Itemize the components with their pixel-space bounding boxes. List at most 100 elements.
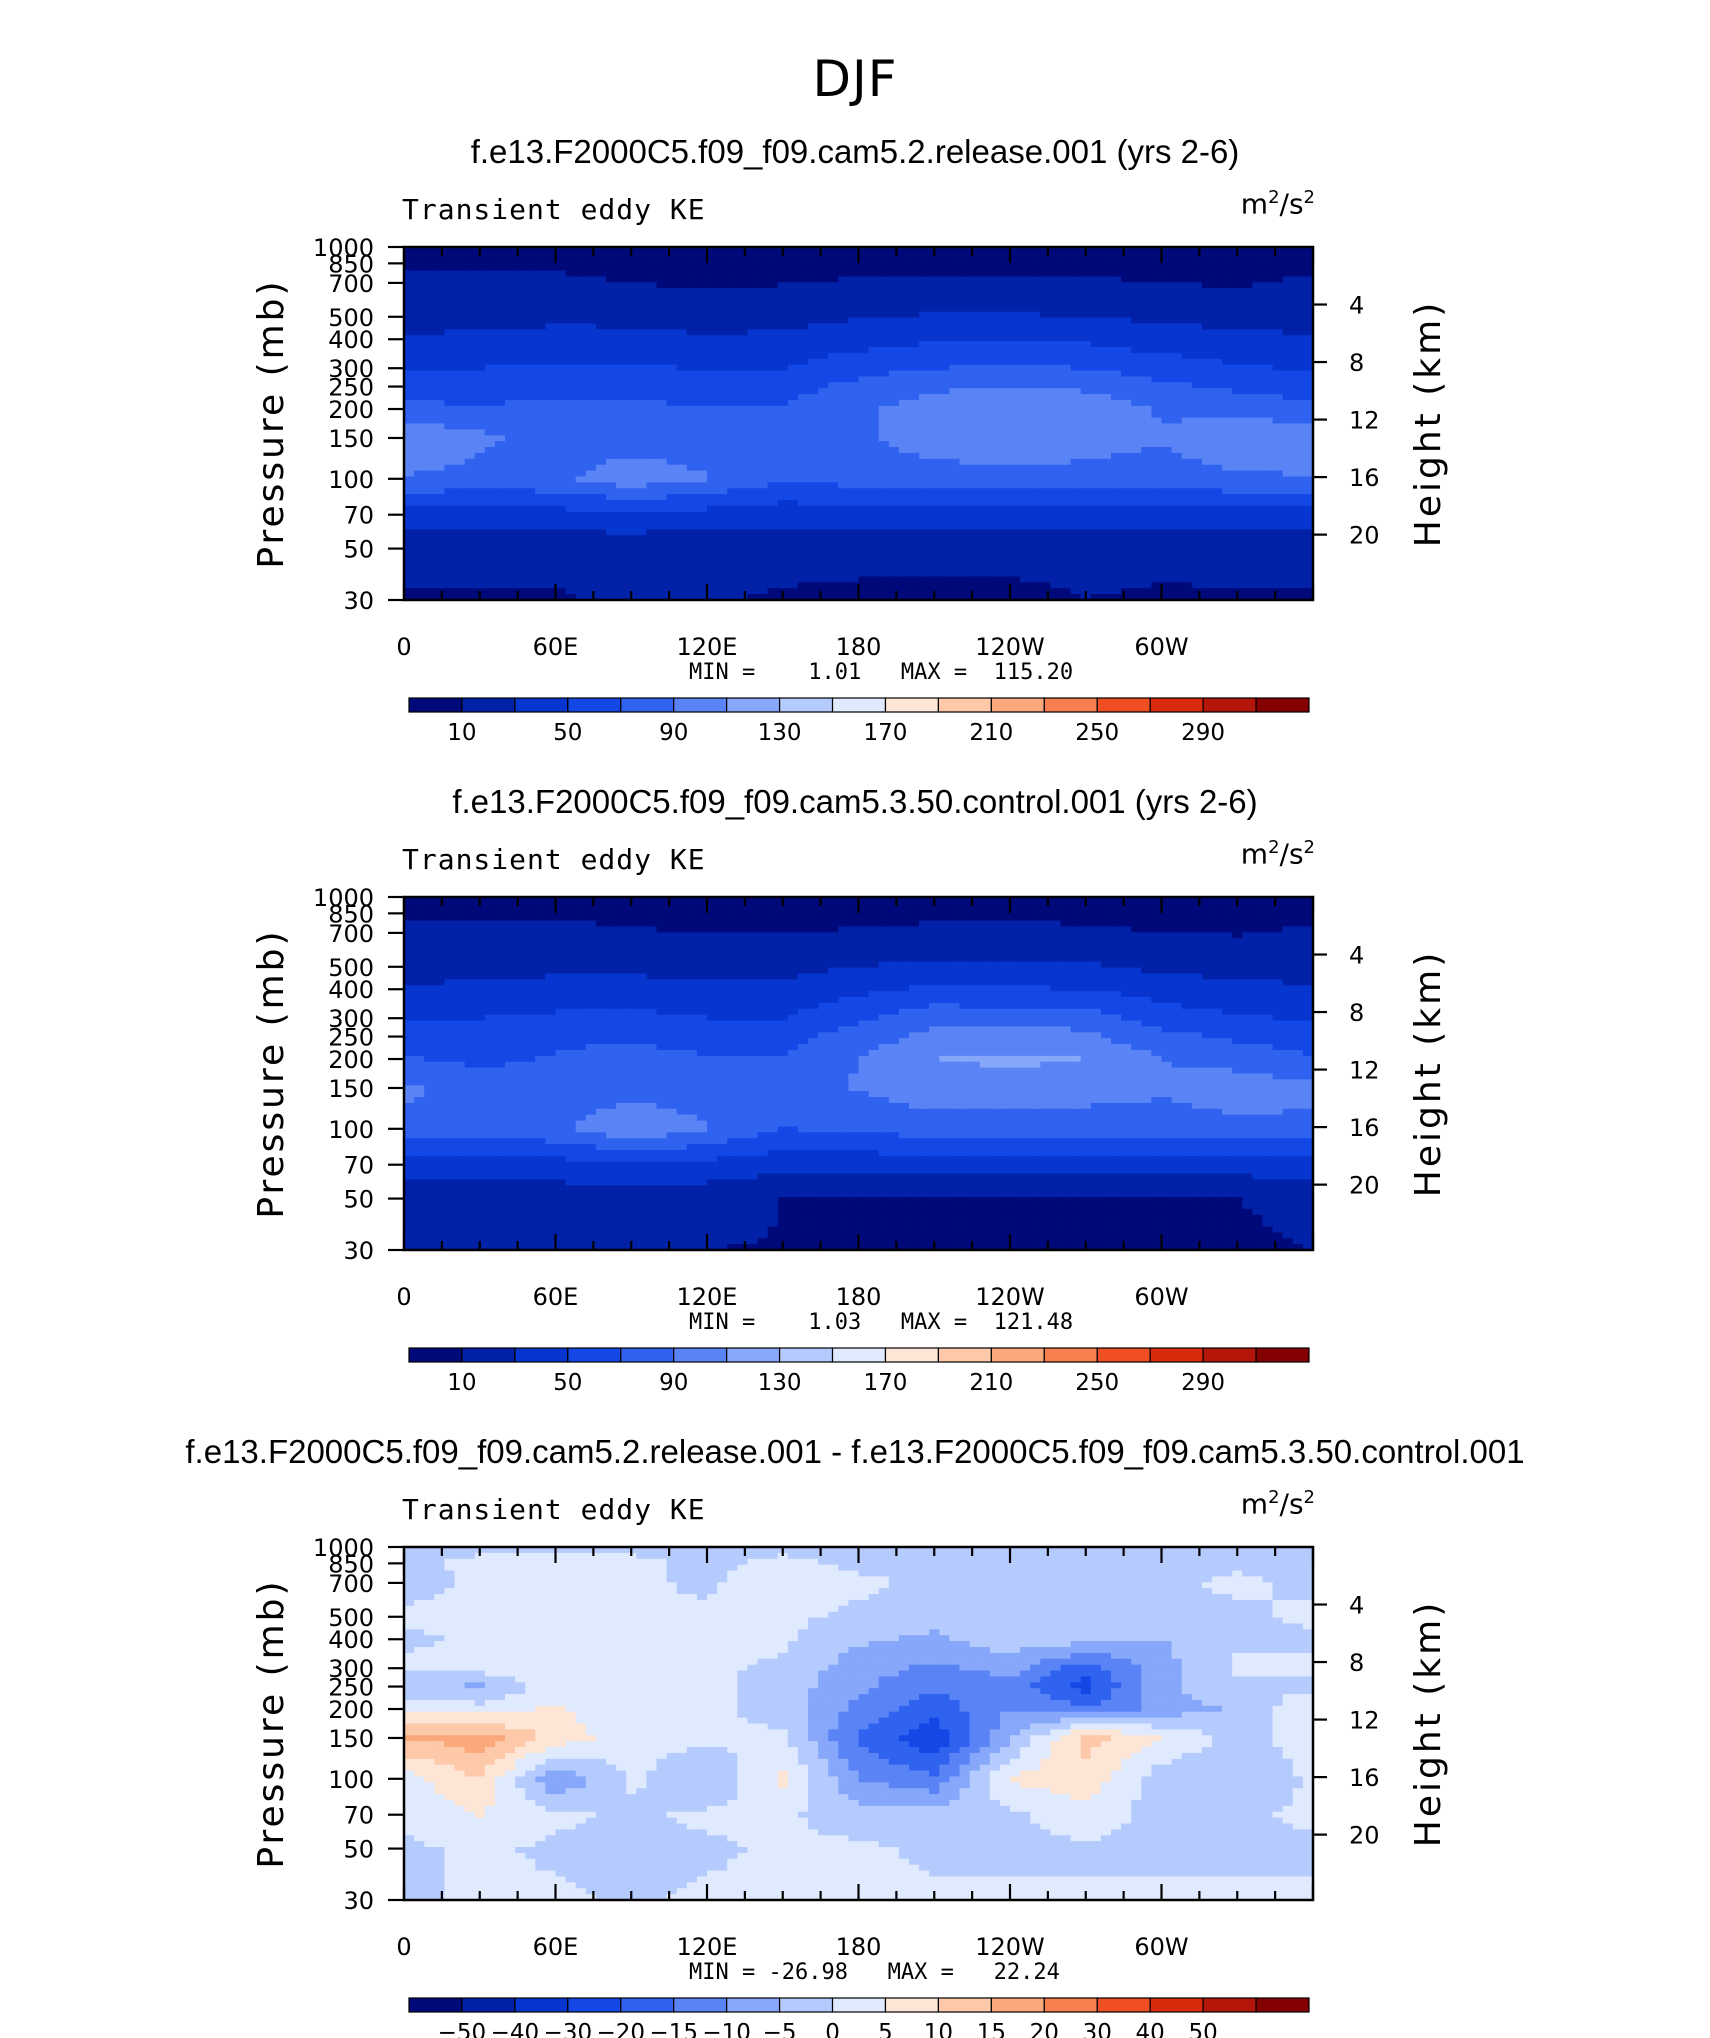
heatmap-cell [878,382,890,389]
heatmap-cell [1100,270,1112,278]
heatmap-cell [525,511,536,519]
heatmap-cell [787,417,799,425]
heatmap-cell [636,447,647,454]
heatmap-cell [1060,541,1072,548]
heatmap-cell [929,329,940,336]
heatmap-cell [858,294,870,301]
heatmap-cell [919,270,930,278]
heatmap-cell [969,452,981,460]
heatmap-cell [575,464,587,472]
heatmap-cell [575,429,587,436]
heatmap-cell [565,335,577,342]
heatmap-cell [989,347,1001,354]
heatmap-cell [656,399,668,407]
heatmap-cell [575,458,587,466]
heatmap-cell [707,311,718,319]
heatmap-cell [858,488,870,495]
heatmap-cell [666,288,678,295]
heatmap-cell [808,352,819,360]
heatmap-cell [747,282,759,289]
heatmap-cell [787,276,799,283]
heatmap-cell [1191,247,1203,254]
heatmap-cell [626,499,637,507]
heatmap-cell [888,341,900,348]
heatmap-cell [1141,476,1152,483]
heatmap-cell [717,247,728,254]
heatmap-cell [747,247,759,254]
heatmap-cell [1030,364,1041,372]
heatmap-cell [707,523,718,530]
heatmap-cell [494,329,506,336]
heatmap-cell [1121,511,1132,519]
heatmap-cell [666,399,678,407]
heatmap-cell [1111,558,1122,566]
heatmap-cell [1252,405,1264,413]
heatmap-cell [1111,311,1122,319]
heatmap-cell [878,388,890,395]
heatmap-cell [565,276,577,283]
heatmap-cell [626,423,637,430]
heatmap-cell [767,494,779,501]
heatmap-cell [949,417,961,425]
heatmap-cell [515,294,526,301]
heatmap-cell [1181,294,1193,301]
heatmap-cell [444,452,456,460]
heatmap-cell [595,405,607,413]
heatmap-cell [1121,399,1132,407]
heatmap-cell [585,529,597,536]
heatmap-cell [909,294,920,301]
heatmap-cell [1242,247,1253,254]
heatmap-cell [565,270,577,278]
heatmap-cell [1070,441,1082,448]
heatmap-cell [868,270,880,278]
heatmap-cell [868,347,880,354]
heatmap-cell [484,499,496,507]
heatmap-cell [1060,458,1072,466]
heatmap-cell [414,352,425,360]
heatmap-cell [888,417,900,425]
heatmap-cell [1070,252,1082,260]
heatmap-cell [1222,394,1233,401]
heatmap-cell [616,517,627,525]
heatmap-cell [575,470,587,478]
heatmap-cell [575,411,587,419]
heatmap-cell [838,435,849,442]
heatmap-cell [717,370,728,378]
heatmap-cell [606,323,617,330]
heatmap-cell [1010,364,1021,372]
heatmap-cell [626,305,637,313]
heatmap-cell [606,458,617,466]
heatmap-cell [636,511,647,519]
heatmap-cell [919,547,930,554]
heatmap-cell [646,323,658,330]
heatmap-cell [919,317,930,325]
heatmap-cell [1020,417,1031,425]
heatmap-cell [888,452,900,460]
heatmap-cell [585,511,597,519]
heatmap-cell [1292,435,1304,442]
heatmap-cell [1282,488,1294,495]
heatmap-cell [1272,270,1284,278]
heatmap-cell [717,329,728,336]
heatmap-cell [737,394,748,401]
heatmap-cell [717,517,728,525]
heatmap-cell [1131,470,1142,478]
heatmap-cell [747,335,759,342]
heatmap-cell [717,399,728,407]
heatmap-cell [1151,399,1163,407]
heatmap-cell [838,505,849,513]
heatmap-cell [919,411,930,419]
heatmap-cell [808,423,819,430]
heatmap-cell [444,499,456,507]
heatmap-cell [666,517,678,525]
heatmap-cell [555,288,567,295]
heatmap-cell [1292,294,1304,301]
heatmap-cell [636,305,647,313]
heatmap-cell [636,476,647,483]
heatmap-cell [757,329,769,336]
heatmap-cell [808,394,819,401]
heatmap-cell [838,329,849,336]
heatmap-cell [666,341,678,348]
heatmap-cell [1232,270,1243,278]
heatmap-cell [1232,464,1243,472]
